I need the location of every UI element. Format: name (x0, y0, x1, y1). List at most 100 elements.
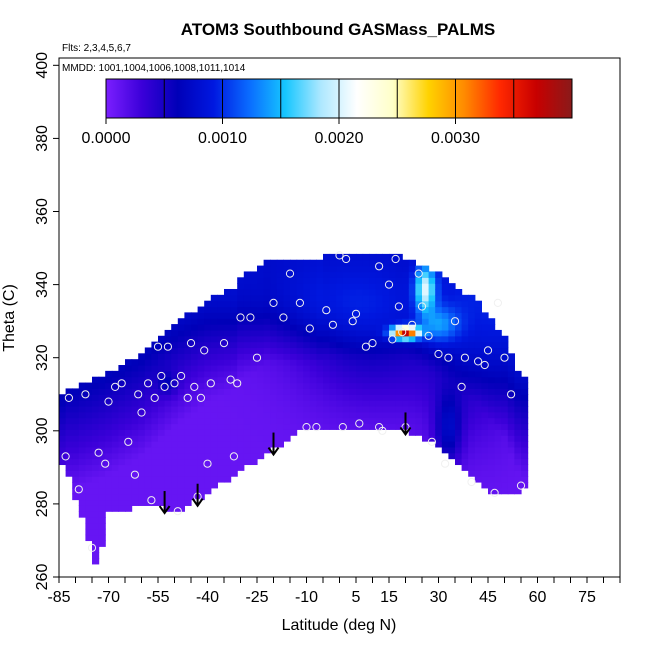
heatmap-cell (402, 347, 410, 354)
heatmap-cell (349, 388, 357, 395)
observation-point (328, 320, 337, 329)
heatmap-cell (197, 359, 205, 366)
observation-point (480, 360, 489, 370)
heatmap-cell (197, 411, 205, 419)
heatmap-cell (276, 353, 284, 360)
heatmap-cell (494, 423, 502, 430)
heatmap-cell (224, 400, 232, 407)
heatmap-cell (237, 329, 245, 337)
heatmap-cell (270, 365, 278, 372)
heatmap-cell (382, 382, 390, 390)
heatmap-cell (461, 405, 469, 413)
heatmap-cell (428, 341, 436, 349)
heatmap-cell (309, 329, 317, 337)
heatmap-cell (131, 417, 139, 425)
observation-point (312, 423, 321, 432)
heatmap-cell (92, 388, 100, 395)
heatmap-cell (501, 388, 509, 395)
observation-point (74, 485, 83, 494)
heatmap-cell (276, 388, 284, 395)
heatmap-cell (415, 288, 423, 296)
heatmap-cell (78, 493, 86, 501)
heatmap-cell (105, 476, 113, 483)
heatmap-cell (237, 423, 245, 430)
heatmap-cell (197, 423, 205, 430)
heatmap-cell (375, 417, 383, 425)
observation-point (302, 423, 311, 432)
heatmap-cell (224, 411, 232, 419)
heatmap-cell (342, 347, 350, 354)
heatmap-cell (356, 265, 364, 273)
heatmap-cell (461, 441, 469, 448)
heatmap-cell (461, 300, 469, 308)
heatmap-cell (309, 365, 317, 372)
heatmap-cell (303, 365, 311, 372)
heatmap-cell (197, 458, 205, 466)
heatmap-cell (422, 429, 430, 436)
heatmap-cell (481, 382, 489, 390)
heatmap-cell (468, 312, 476, 319)
heatmap-cell (329, 283, 337, 290)
heatmap-cell (501, 441, 509, 448)
heatmap-cell (382, 294, 390, 302)
heatmap-cell (270, 370, 278, 378)
heatmap-cell (263, 300, 271, 308)
heatmap-cell (501, 382, 509, 390)
heatmap-cell (435, 306, 443, 313)
heatmap-cell (481, 335, 489, 343)
heatmap-cell (210, 341, 218, 349)
heatmap-cell (468, 441, 476, 448)
heatmap-cell (184, 312, 192, 319)
heatmap-cell (296, 341, 304, 349)
heatmap-cell (342, 400, 350, 407)
heatmap-cell (125, 394, 133, 401)
heatmap-cell (303, 341, 311, 349)
heatmap-cell (408, 365, 416, 372)
heatmap-cell (369, 370, 377, 378)
heatmap-cell (171, 405, 179, 413)
heatmap-cell (481, 464, 489, 471)
heatmap-cell (468, 359, 476, 366)
heatmap-cell (111, 370, 119, 378)
heatmap-cell (250, 441, 258, 448)
heatmap-cell (369, 400, 377, 407)
arrow-annotations (158, 412, 412, 515)
heatmap-cell (171, 476, 179, 483)
heatmap-cell (125, 370, 133, 378)
heatmap-cell (395, 324, 403, 331)
heatmap-cell (323, 405, 331, 413)
heatmap-cell (481, 446, 489, 454)
heatmap-cell (316, 382, 324, 390)
heatmap-cell (316, 359, 324, 366)
heatmap-cell (408, 405, 416, 413)
heatmap-cell (72, 435, 80, 442)
heatmap-cell (204, 370, 212, 378)
heatmap-cell (118, 464, 126, 471)
heatmap-cell (349, 376, 357, 384)
heatmap-cell (164, 435, 172, 442)
observation-point (388, 335, 397, 344)
heatmap-cell (98, 493, 106, 501)
heatmap-cell (191, 429, 199, 436)
heatmap-cell (263, 271, 271, 278)
heatmap-cell (296, 288, 304, 296)
x-tick-label: 30 (430, 589, 448, 606)
heatmap-cell (151, 400, 159, 407)
heatmap-cell (283, 306, 291, 313)
heatmap-cell (382, 329, 390, 337)
heatmap-cell (257, 294, 265, 302)
heatmap-cell (230, 359, 238, 366)
heatmap-cell (270, 271, 278, 278)
heatmap-cell (382, 365, 390, 372)
heatmap-cell (131, 452, 139, 460)
heatmap-cell (243, 283, 251, 290)
heatmap-cell (283, 370, 291, 378)
heatmap-cell (474, 318, 482, 325)
observation-point (417, 302, 427, 311)
heatmap-cell (474, 347, 482, 354)
heatmap-cell (461, 435, 469, 442)
heatmap-cell (92, 400, 100, 407)
heatmap-cell (362, 365, 370, 372)
heatmap-cell (144, 359, 152, 366)
heatmap-cell (468, 294, 476, 302)
